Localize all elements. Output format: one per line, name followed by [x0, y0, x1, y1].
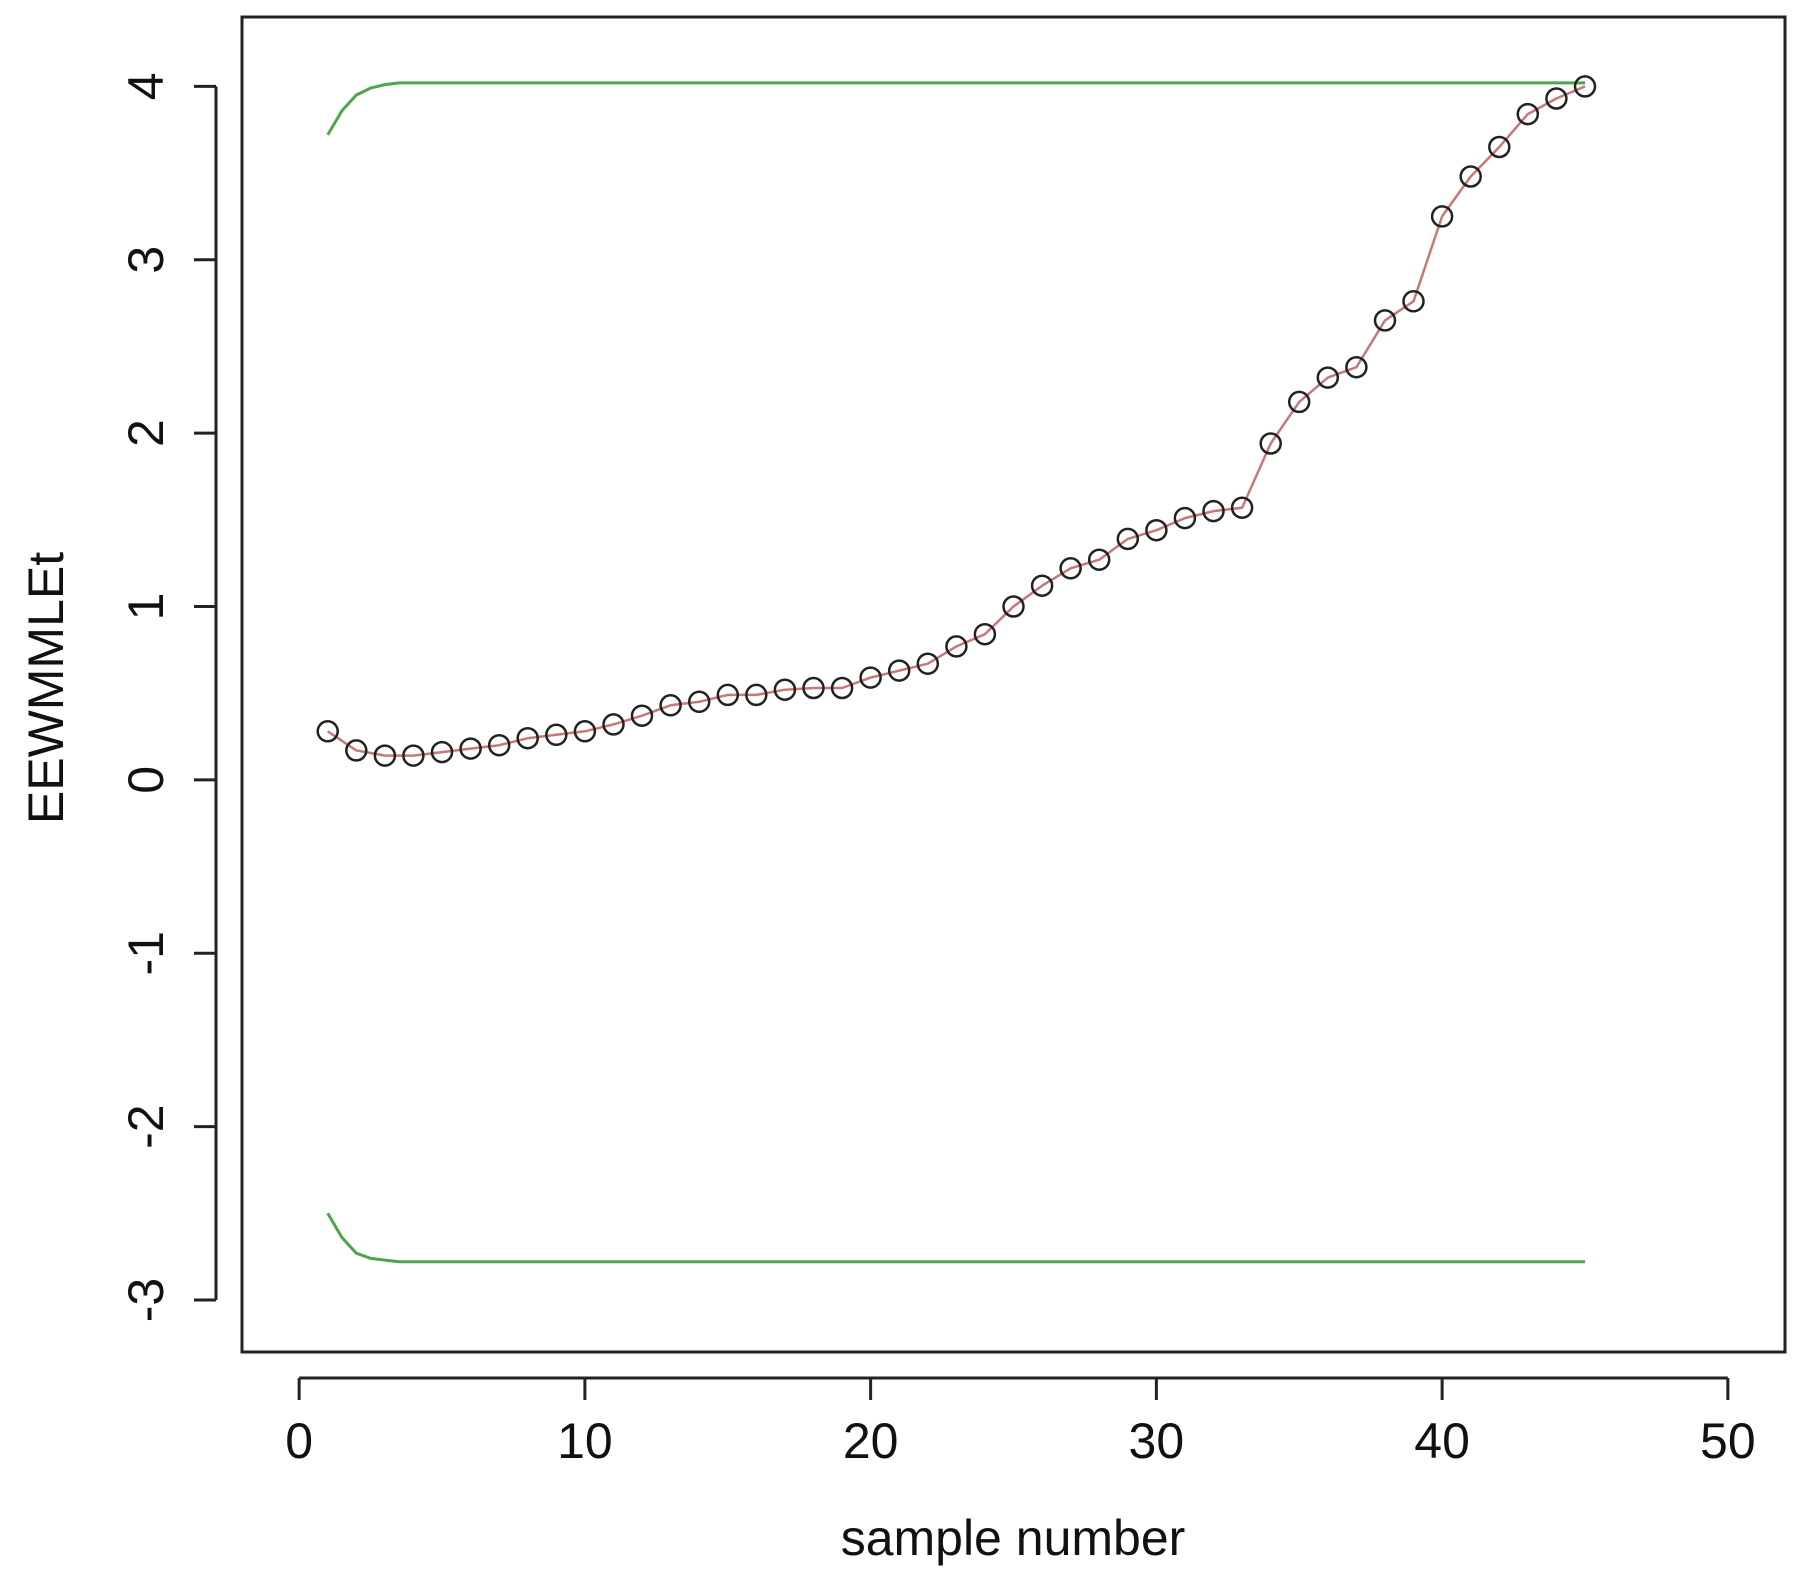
x-tick-label: 0 [285, 1413, 313, 1469]
x-tick-label: 30 [1129, 1413, 1185, 1469]
x-tick-label: 10 [557, 1413, 613, 1469]
data-point [516, 726, 539, 750]
data-point [659, 694, 682, 717]
data-point [373, 744, 397, 767]
data-point [345, 739, 368, 762]
data-point [1059, 557, 1082, 580]
data-point [487, 733, 511, 757]
x-axis: 0 10 20 30 40 50 [285, 1376, 1756, 1469]
data-point [630, 704, 654, 727]
data-point [1430, 205, 1454, 228]
data-point [1287, 390, 1311, 414]
data-point [1545, 87, 1568, 110]
y-tick-label: 0 [118, 766, 174, 794]
data-point [1516, 102, 1540, 126]
data-point [1402, 290, 1425, 313]
y-axis: -3 -2 -1 0 1 2 3 4 [118, 72, 218, 1322]
data-point [773, 678, 797, 701]
data-point [1087, 548, 1111, 571]
data-point [402, 744, 425, 767]
data-point [1173, 506, 1197, 530]
x-axis-title: sample number [841, 1510, 1186, 1566]
x-tick-label: 20 [843, 1413, 899, 1469]
data-point [459, 737, 482, 760]
data-point [802, 676, 825, 700]
data-point [1116, 527, 1140, 551]
data-point [1459, 165, 1482, 188]
y-tick-label: 1 [118, 593, 174, 621]
data-point [945, 635, 968, 658]
data-point [973, 622, 997, 646]
data-point [1202, 499, 1225, 523]
data-point [716, 683, 740, 707]
data-point [1230, 496, 1254, 519]
data-point [1488, 135, 1511, 159]
data-point [1316, 366, 1340, 389]
y-axis-title: EEWMMLEt [18, 552, 74, 824]
data-point [916, 652, 940, 675]
y-tick-label: 2 [118, 419, 174, 447]
data-point [1345, 355, 1368, 379]
data-point [573, 720, 597, 743]
data-point [430, 740, 454, 764]
data-point [1373, 309, 1397, 332]
upper-limit-line [326, 81, 1585, 136]
data-point [687, 690, 711, 714]
data-point [545, 723, 568, 747]
data-point [1145, 518, 1168, 542]
y-tick-label: 4 [118, 72, 174, 100]
data-point [316, 720, 339, 743]
data-point [1030, 574, 1054, 597]
data-point [887, 659, 911, 682]
x-tick-label: 40 [1414, 1413, 1470, 1469]
plot-frame [240, 15, 1787, 1354]
x-tick-label: 50 [1700, 1413, 1756, 1469]
data-point [1002, 595, 1025, 618]
data-point [602, 713, 625, 736]
y-tick-label: -3 [118, 1278, 174, 1322]
data-point [859, 666, 882, 689]
data-point [830, 676, 854, 700]
y-tick-label: -2 [118, 1104, 174, 1148]
data-point [1259, 432, 1282, 455]
data-point [1573, 75, 1597, 98]
lower-limit-line [326, 1212, 1585, 1264]
y-tick-label: -1 [118, 931, 174, 975]
marker-layer [316, 75, 1597, 767]
data-point [745, 683, 768, 707]
y-tick-label: 3 [118, 246, 174, 274]
